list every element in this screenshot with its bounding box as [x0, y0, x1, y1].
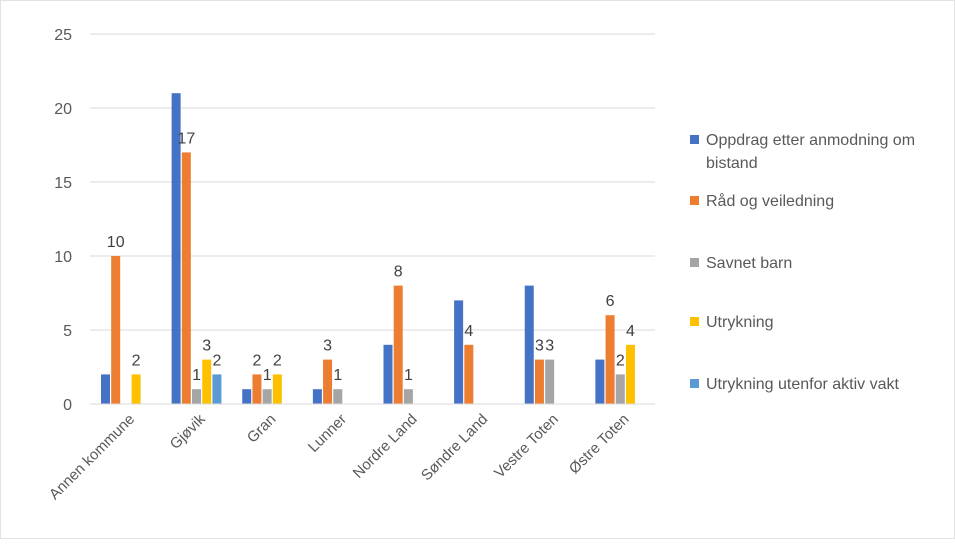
bar [333, 389, 343, 404]
legend-label: Utrykning [706, 314, 774, 331]
data-label: 3 [535, 338, 544, 355]
legend-label: Oppdrag etter anmodning om bistand [706, 132, 915, 172]
bar [383, 344, 393, 404]
legend-swatch [690, 379, 699, 388]
data-label: 6 [606, 293, 615, 310]
data-label: 1 [404, 367, 413, 384]
legend-swatch [690, 135, 699, 144]
bar [212, 374, 222, 404]
data-label: 3 [323, 338, 332, 355]
legend: Oppdrag etter anmodning om bistand Råd og … [690, 132, 915, 393]
bar [262, 389, 272, 404]
bar [545, 359, 555, 404]
bar [111, 256, 121, 404]
legend-label: Utrykning utenfor aktiv vakt [706, 376, 900, 393]
y-axis-ticks: 0 5 10 15 20 25 [54, 27, 72, 414]
bars [101, 93, 635, 404]
data-label: 3 [545, 338, 554, 355]
bar [625, 344, 635, 404]
bar [323, 359, 333, 404]
data-label: 17 [177, 130, 195, 147]
y-tick-label: 0 [63, 397, 72, 414]
bar [534, 359, 544, 404]
bar [242, 389, 252, 404]
y-tick-label: 20 [54, 101, 72, 118]
bar [272, 374, 282, 404]
data-label: 2 [616, 352, 625, 369]
bar [403, 389, 413, 404]
data-label: 1 [333, 367, 342, 384]
legend-swatch [690, 317, 699, 326]
bar [524, 285, 534, 404]
bar [192, 389, 202, 404]
bar [312, 389, 322, 404]
data-label: 2 [273, 352, 282, 369]
bar [393, 285, 403, 404]
bar [454, 300, 464, 404]
y-tick-label: 10 [54, 249, 72, 266]
bar [605, 315, 615, 404]
data-label: 4 [464, 323, 473, 340]
data-label: 1 [192, 367, 201, 384]
legend-swatch [690, 258, 699, 267]
data-label: 4 [626, 323, 635, 340]
bar [464, 344, 474, 404]
data-label: 3 [202, 338, 211, 355]
legend-label: Råd og veiledning [706, 192, 834, 210]
data-label: 8 [394, 264, 403, 281]
legend-swatch [690, 196, 699, 205]
y-tick-label: 25 [54, 27, 72, 44]
bar [171, 93, 181, 404]
bar [202, 359, 212, 404]
bar [252, 374, 262, 404]
legend-label: Savnet barn [706, 255, 792, 272]
y-tick-label: 5 [63, 323, 72, 340]
bar [101, 374, 110, 404]
bar [595, 359, 605, 404]
y-tick-label: 15 [54, 175, 72, 192]
bar [181, 152, 191, 404]
data-label: 2 [132, 352, 141, 369]
bar [615, 374, 625, 404]
data-label: 1 [263, 367, 272, 384]
data-label: 10 [107, 234, 125, 251]
bar [131, 374, 141, 404]
data-label: 2 [252, 352, 261, 369]
data-label: 2 [212, 352, 221, 369]
